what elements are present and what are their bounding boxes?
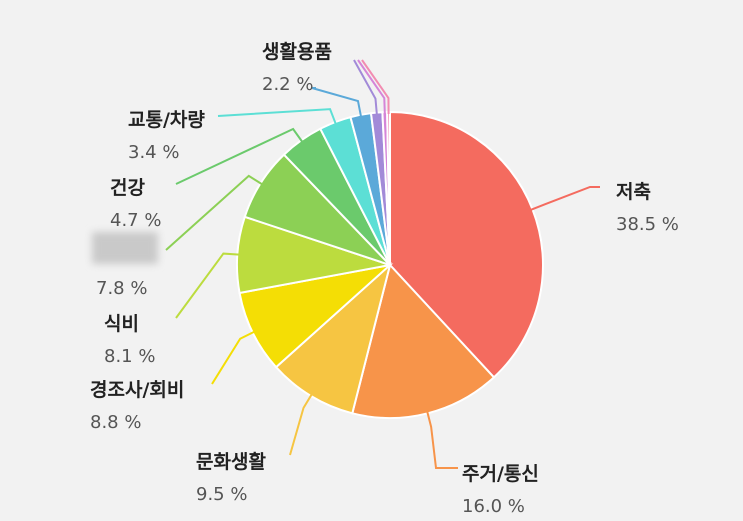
slice-percent-2: 9.5 % xyxy=(196,484,247,505)
slice-label-6: 건강 xyxy=(110,177,145,199)
slice-percent-8: 2.2 % xyxy=(262,74,313,95)
leader-line-8 xyxy=(311,87,363,117)
slice-label-0: 저축 xyxy=(616,181,651,203)
slice-percent-6: 4.7 % xyxy=(110,210,161,231)
leader-line-9 xyxy=(353,59,378,115)
leader-line-11 xyxy=(361,59,390,115)
leader-line-10 xyxy=(357,59,386,115)
leader-line-6 xyxy=(175,127,304,185)
leader-line-5 xyxy=(165,174,263,251)
slice-labels: 저축 38.5 % 주거/통신 16.0 % 문화생활 9.5 % 경조사/회비 8.8 % 식… xyxy=(90,41,679,517)
slice-percent-3: 8.8 % xyxy=(90,412,141,433)
obscured-label xyxy=(92,232,158,264)
slice-percent-0: 38.5 % xyxy=(616,214,679,235)
slice-label-3: 경조사/회비 xyxy=(90,379,184,401)
slice-percent-7: 3.4 % xyxy=(128,142,179,163)
leader-line-1 xyxy=(426,411,458,469)
slice-percent-4: 8.1 % xyxy=(104,346,155,367)
leader-line-0 xyxy=(530,186,600,211)
slice-percent-5: 7.8 % xyxy=(96,278,147,299)
leader-line-7 xyxy=(217,108,337,125)
pie-slices xyxy=(236,110,544,419)
leader-lines xyxy=(165,59,600,469)
leader-line-2 xyxy=(289,393,313,456)
slice-label-8: 생활용품 xyxy=(262,41,332,63)
leader-line-3 xyxy=(211,330,255,385)
leader-line-4 xyxy=(175,252,240,319)
slice-label-1: 주거/통신 xyxy=(462,463,539,485)
slice-label-4: 식비 xyxy=(104,313,139,335)
slice-percent-1: 16.0 % xyxy=(462,496,525,517)
slice-label-2: 문화생활 xyxy=(196,451,266,473)
slice-label-7: 교통/차량 xyxy=(128,109,205,131)
